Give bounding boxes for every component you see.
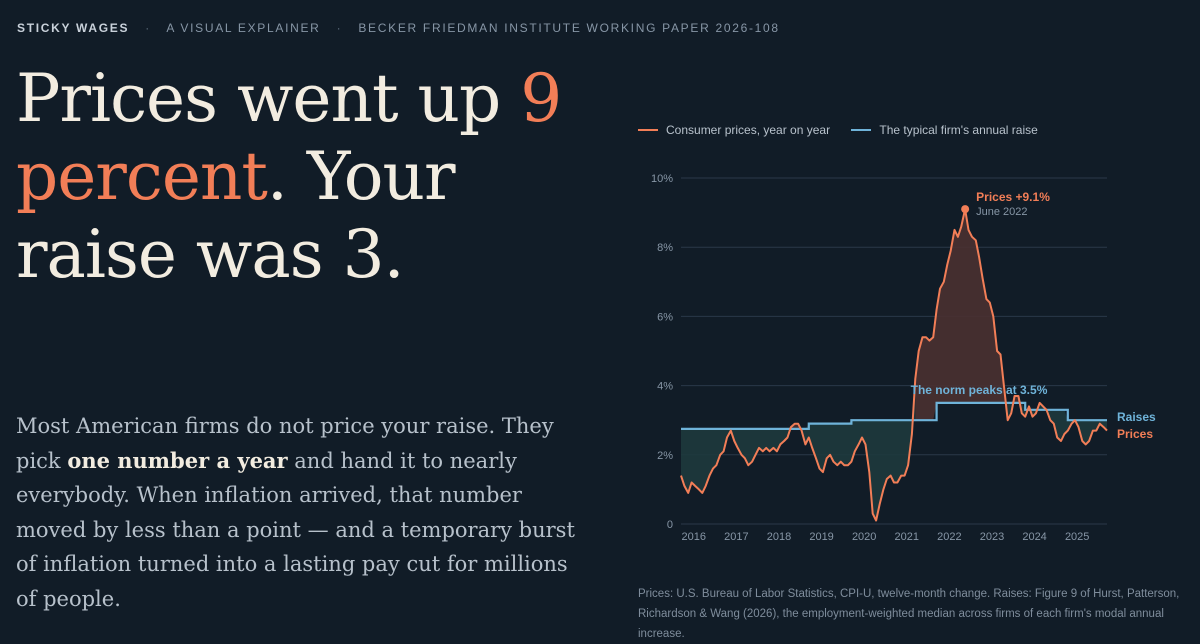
headline-part1: Prices went up <box>16 60 521 137</box>
end-label-prices: Prices <box>1117 427 1153 441</box>
y-tick-label: 4% <box>657 381 673 393</box>
y-tick-label: 10% <box>651 173 673 185</box>
legend-item-prices: Consumer prices, year on year <box>638 123 830 137</box>
gap-area-prices-above <box>915 209 1008 421</box>
peak-marker <box>961 205 970 214</box>
headline: Prices went up 9 percent. Your raise was… <box>16 60 596 294</box>
lede-after: and hand it to nearly everybody. When in… <box>16 448 575 611</box>
annotation-prices-peak-date: June 2022 <box>976 206 1027 218</box>
x-tick-label: 2022 <box>937 531 961 543</box>
legend-swatch-raises <box>851 128 872 131</box>
series-line-raises <box>681 401 1107 430</box>
x-tick-label: 2025 <box>1065 531 1089 543</box>
lede-emphasis: one number a year <box>67 447 288 473</box>
x-tick-label: 2017 <box>724 531 748 543</box>
brand: STICKY WAGES <box>17 21 130 35</box>
annotation-prices-peak: Prices +9.1% <box>976 190 1050 204</box>
x-tick-label: 2024 <box>1022 531 1046 543</box>
y-tick-label: 2% <box>657 450 673 462</box>
lede-paragraph: Most American firms do not price your ra… <box>16 409 576 616</box>
series-subtitle: A VISUAL EXPLAINER <box>166 21 321 35</box>
annotation-norm-peak: The norm peaks at 3.5% <box>911 383 1048 397</box>
series-line-prices <box>680 208 1108 522</box>
legend-label-prices: Consumer prices, year on year <box>666 123 831 137</box>
source-note: Prices: U.S. Bureau of Labor Statistics,… <box>638 588 1180 640</box>
legend-label-raises: The typical firm's annual raise <box>879 123 1038 137</box>
chart: 0 2% 4% 6% 8% 10% 2016 2017 2018 2019 2020 2021 2022… <box>651 173 1156 543</box>
y-tick-label: 8% <box>657 242 673 254</box>
separator-dot: · <box>336 21 343 35</box>
paper-reference: BECKER FRIEDMAN INSTITUTE WORKING PAPER … <box>358 21 780 35</box>
separator-dot: · <box>145 21 151 35</box>
topbar: STICKY WAGES · A VISUAL EXPLAINER · BECK… <box>17 21 780 35</box>
chart-legend: Consumer prices, year on year The typica… <box>638 123 1056 137</box>
end-label-raises: Raises <box>1117 410 1156 424</box>
x-tick-label: 2016 <box>682 531 706 543</box>
headline-accent: 9 percent <box>16 60 562 215</box>
gap-area-raises-above <box>1007 395 1015 421</box>
legend-swatch-prices <box>638 128 658 131</box>
x-tick-label: 2019 <box>809 531 833 543</box>
y-tick-label: 0 <box>667 519 673 531</box>
x-tick-label: 2023 <box>980 531 1004 543</box>
gap-area-raises-above <box>801 378 916 521</box>
headline-part2: . Your raise was 3. <box>16 138 456 293</box>
gap-area-prices-above <box>1014 395 1022 414</box>
gap-area-raises-above <box>681 427 791 493</box>
x-tick-label: 2018 <box>767 531 791 543</box>
y-tick-label: 6% <box>657 311 673 323</box>
lede-before: Most American firms do not price your ra… <box>16 414 554 473</box>
x-tick-label: 2021 <box>895 531 919 543</box>
x-tick-label: 2020 <box>852 531 876 543</box>
legend-item-raises: The typical firm's annual raise <box>851 123 1038 137</box>
